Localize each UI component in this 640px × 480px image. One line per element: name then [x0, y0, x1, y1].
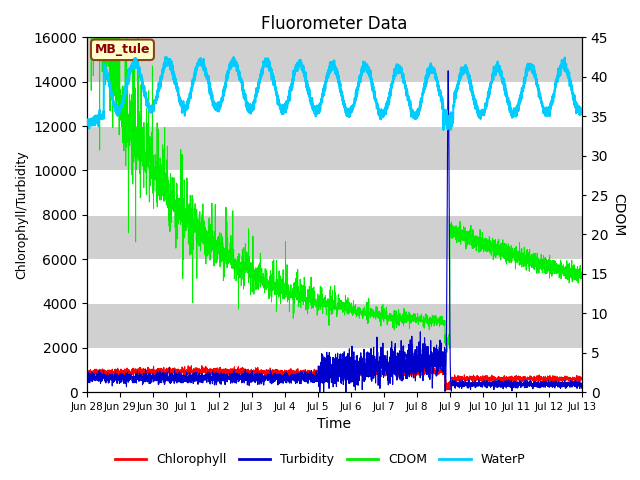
Title: Fluorometer Data: Fluorometer Data	[261, 15, 408, 33]
Bar	[87, 126, 582, 170]
Text: MB_tule: MB_tule	[95, 43, 150, 56]
Y-axis label: CDOM: CDOM	[611, 193, 625, 237]
Bar	[87, 37, 582, 82]
Bar	[87, 259, 582, 303]
Bar	[87, 82, 582, 126]
Bar	[87, 348, 582, 392]
Bar	[87, 303, 582, 348]
X-axis label: Time: Time	[317, 418, 351, 432]
Y-axis label: Chlorophyll/Turbidity: Chlorophyll/Turbidity	[15, 150, 28, 279]
Legend: Chlorophyll, Turbidity, CDOM, WaterP: Chlorophyll, Turbidity, CDOM, WaterP	[109, 448, 531, 471]
Bar	[87, 215, 582, 259]
Bar	[87, 170, 582, 215]
